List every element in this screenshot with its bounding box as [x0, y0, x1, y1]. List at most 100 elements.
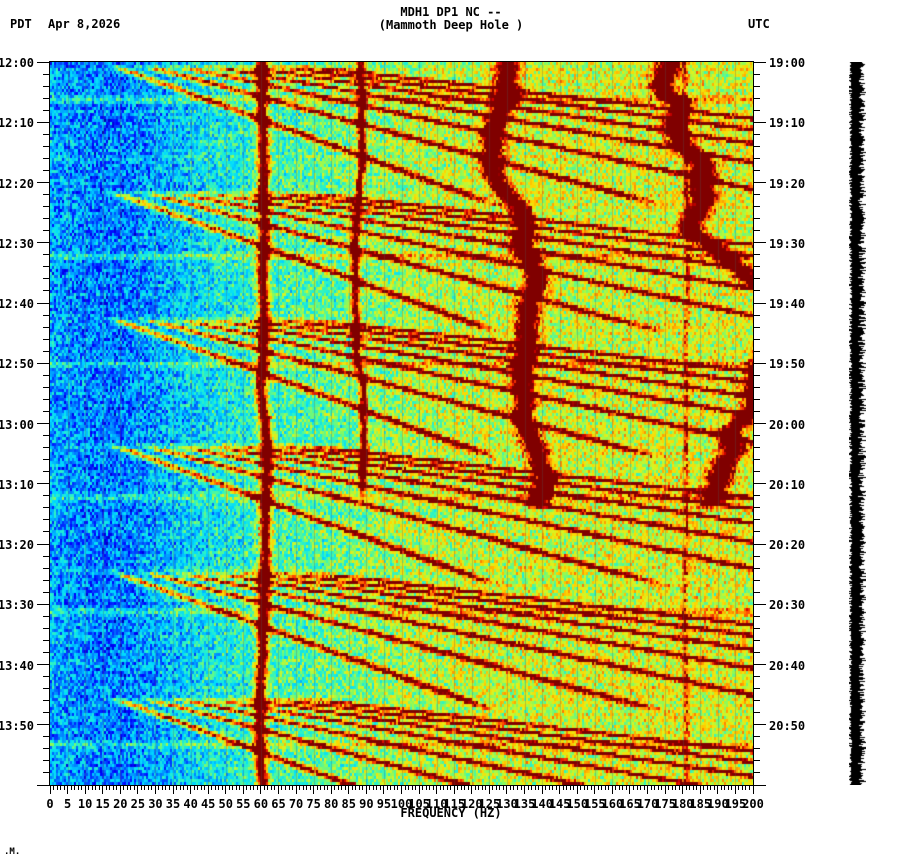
freq-tick-minor [693, 785, 694, 790]
freq-tick-minor [236, 785, 237, 790]
freq-tick-minor [306, 785, 307, 790]
time-tick-major [37, 242, 50, 243]
time-tick-minor [43, 194, 50, 195]
time-tick-major [37, 664, 50, 665]
time-tick-label: 20:50 [769, 718, 806, 733]
freq-tick-major [717, 785, 718, 794]
time-tick-minor [43, 206, 50, 207]
freq-tick-minor [658, 785, 659, 790]
time-tick-minor [43, 519, 50, 520]
timezone-left-label: PDT [10, 17, 32, 31]
freq-tick-minor [148, 785, 149, 790]
freq-tick-label: 105 [408, 797, 430, 811]
freq-tick-minor [605, 785, 606, 790]
time-tick-major [753, 62, 766, 63]
freq-tick-minor [672, 785, 673, 790]
freq-tick-minor [584, 785, 585, 790]
freq-tick-minor [81, 785, 82, 790]
freq-tick-major [542, 785, 543, 794]
freq-tick-minor [637, 785, 638, 790]
freq-tick-label: 165 [619, 797, 641, 811]
time-tick-minor [43, 435, 50, 436]
time-tick-minor [753, 266, 760, 267]
time-tick-major [753, 423, 766, 424]
freq-tick-minor [355, 785, 356, 790]
freq-tick-minor [563, 785, 564, 790]
freq-tick-minor [492, 785, 493, 790]
time-tick-minor [753, 411, 760, 412]
time-tick-minor [753, 399, 760, 400]
freq-tick-minor [573, 785, 574, 790]
freq-tick-minor [74, 785, 75, 790]
time-tick-minor [43, 351, 50, 352]
freq-tick-minor [608, 785, 609, 790]
freq-tick-minor [380, 785, 381, 790]
time-tick-minor [43, 580, 50, 581]
freq-tick-minor [675, 785, 676, 790]
spectrogram-plot-area [50, 62, 753, 785]
freq-tick-label: 40 [183, 797, 198, 811]
time-tick-major [37, 122, 50, 123]
freq-tick-minor [468, 785, 469, 790]
time-tick-label: 12:00 [0, 56, 34, 70]
freq-tick-minor [57, 785, 58, 790]
time-tick-label: 13:20 [0, 538, 34, 552]
time-tick-major [37, 62, 50, 63]
freq-tick-label: 195 [724, 797, 747, 811]
time-tick-major [37, 544, 50, 545]
freq-tick-label: 85 [341, 797, 356, 811]
freq-tick-label: 175 [654, 797, 676, 811]
freq-tick-minor [724, 785, 725, 790]
freq-tick-minor [405, 785, 406, 790]
freq-tick-minor [292, 785, 293, 790]
freq-tick-minor [433, 785, 434, 790]
freq-tick-minor [232, 785, 233, 790]
time-tick-major [753, 303, 766, 304]
freq-tick-label: 45 [200, 797, 216, 811]
freq-tick-minor [327, 785, 328, 790]
time-tick-major [37, 363, 50, 364]
freq-tick-minor [253, 785, 254, 790]
freq-tick-minor [496, 785, 497, 790]
freq-tick-minor [601, 785, 602, 790]
time-tick-minor [753, 98, 760, 99]
time-tick-minor [753, 531, 760, 532]
freq-tick-label: 170 [636, 797, 659, 811]
event-trace-strip [849, 62, 866, 785]
freq-tick-minor [99, 785, 100, 790]
time-tick-label: 19:10 [769, 116, 806, 131]
freq-tick-major [454, 785, 455, 794]
freq-tick-minor [229, 785, 230, 790]
time-tick-label: 20:30 [769, 598, 806, 613]
freq-tick-label: 65 [271, 797, 286, 811]
freq-tick-minor [320, 785, 321, 790]
freq-tick-minor [134, 785, 135, 790]
freq-tick-label: 15 [95, 797, 110, 811]
freq-tick-minor [640, 785, 641, 790]
freq-tick-minor [158, 785, 159, 790]
freq-tick-minor [169, 785, 170, 790]
freq-tick-minor [521, 785, 522, 790]
freq-tick-minor [373, 785, 374, 790]
freq-tick-label: 155 [583, 797, 606, 811]
freq-tick-minor [267, 785, 268, 790]
time-axis-utc: 19:00 19:10 19:20 19:30 19:40 19:50 20:00 20:10… [753, 56, 813, 786]
freq-tick-minor [95, 785, 96, 790]
time-tick-minor [43, 110, 50, 111]
time-tick-label: 20:10 [769, 477, 806, 492]
freq-tick-major [85, 785, 86, 794]
time-tick-minor [753, 556, 760, 557]
freq-tick-minor [633, 785, 634, 790]
freq-tick-minor [123, 785, 124, 790]
freq-tick-minor [679, 785, 680, 790]
freq-tick-minor [201, 785, 202, 790]
freq-tick-minor [538, 785, 539, 790]
freq-tick-label: 55 [236, 797, 251, 811]
time-tick-minor [43, 170, 50, 171]
freq-tick-minor [517, 785, 518, 790]
time-tick-minor [753, 616, 760, 617]
freq-tick-major [383, 785, 384, 794]
freq-tick-minor [440, 785, 441, 790]
freq-tick-minor [281, 785, 282, 790]
time-tick-minor [43, 254, 50, 255]
